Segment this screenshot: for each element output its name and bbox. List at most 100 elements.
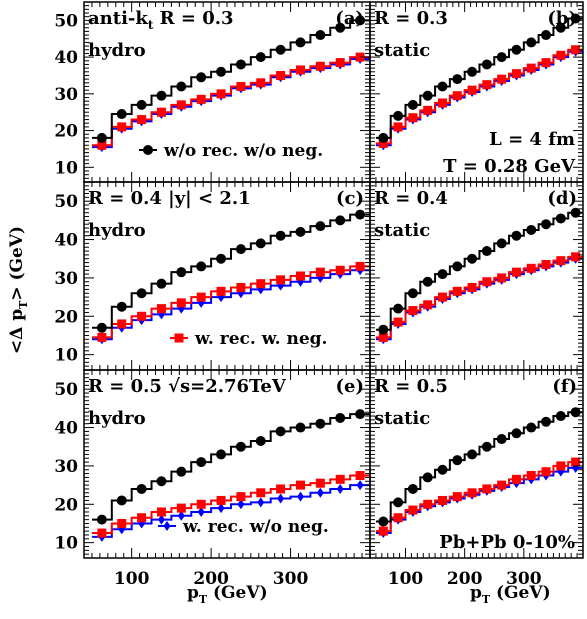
plot-area xyxy=(375,207,583,345)
y-tick-label: 50 xyxy=(54,11,78,31)
panel-condition: hydro xyxy=(88,408,146,429)
panel-condition: static xyxy=(374,408,430,429)
data-point-circle xyxy=(196,457,207,468)
data-point-square xyxy=(276,275,286,285)
data-point-circle xyxy=(378,516,389,527)
panel-label-main: anti-k xyxy=(88,8,148,29)
data-point-circle xyxy=(496,238,507,249)
annotation: L = 4 fm xyxy=(489,129,575,150)
data-point-square xyxy=(556,50,566,60)
panel-letter: (a) xyxy=(335,8,364,29)
data-point-square xyxy=(196,94,206,104)
data-point-square xyxy=(556,256,566,266)
data-point-diamond xyxy=(197,506,205,517)
data-point-square xyxy=(526,471,536,481)
data-point-circle xyxy=(315,221,326,232)
data-point-circle xyxy=(393,303,404,314)
data-point-square xyxy=(437,98,447,108)
data-point-square xyxy=(276,70,286,80)
plot-frame xyxy=(369,181,584,371)
data-point-circle xyxy=(136,483,147,494)
panel-label: R = 0.4 |y| < 2.1 xyxy=(88,188,251,209)
data-point-circle xyxy=(467,253,478,264)
data-point-circle xyxy=(315,30,326,41)
panels: 10 20 30 40 50 (a) anti-kt R = 0.3 hydro w/o rec… xyxy=(54,1,584,589)
data-point-square xyxy=(571,45,581,55)
data-point-circle xyxy=(315,418,326,429)
y-tick-label: 10 xyxy=(54,534,78,554)
data-point-square xyxy=(511,474,521,484)
panel-c: 10 20 30 40 50 (c) R = 0.4 |y| < 2.1 hydro w. re… xyxy=(54,181,371,371)
data-point-square xyxy=(497,273,507,283)
y-tick-label: 40 xyxy=(54,419,78,439)
data-point-square xyxy=(256,488,266,498)
data-point-square xyxy=(467,283,477,293)
data-point-circle xyxy=(378,132,389,143)
data-point-circle xyxy=(295,226,306,237)
data-point-circle xyxy=(541,416,552,427)
data-point-square xyxy=(541,58,551,68)
y-tick-label: 30 xyxy=(54,269,78,289)
panel-a: 10 20 30 40 50 (a) anti-kt R = 0.3 hydro w/o rec… xyxy=(54,1,371,183)
data-point-square xyxy=(408,505,418,515)
panel-condition: hydro xyxy=(88,220,146,241)
data-point-square xyxy=(378,526,388,536)
panel-label-main: R = 0.4 |y| < 2.1 xyxy=(88,188,251,209)
data-point-square xyxy=(216,495,226,505)
data-point-square xyxy=(355,471,365,481)
data-point-circle xyxy=(156,476,167,487)
data-point-circle xyxy=(541,30,552,41)
data-point-square xyxy=(482,277,492,287)
data-point-square xyxy=(511,267,521,277)
panel-letter: (c) xyxy=(336,188,364,209)
data-point-circle xyxy=(467,449,478,460)
data-point-square xyxy=(452,91,462,101)
data-point-circle xyxy=(255,435,266,446)
data-point-circle xyxy=(541,219,552,230)
y-tick-label: 10 xyxy=(54,158,78,178)
x-axis-title-left: pT (GeV) xyxy=(187,583,268,606)
data-point-diamond xyxy=(237,499,245,510)
data-point-square xyxy=(137,513,147,523)
x-tick-label: 300 xyxy=(273,569,309,589)
data-point-circle xyxy=(496,52,507,63)
data-point-square xyxy=(315,267,325,277)
data-point-circle xyxy=(555,22,566,33)
data-point-circle xyxy=(526,37,537,48)
data-point-circle xyxy=(378,324,389,335)
data-point-circle xyxy=(216,66,227,77)
x-tick-label: 100 xyxy=(114,569,150,589)
data-point-circle xyxy=(570,13,581,24)
data-point-square xyxy=(467,488,477,498)
data-point-square xyxy=(452,492,462,502)
data-point-square xyxy=(156,304,166,314)
data-point-diamond xyxy=(257,497,265,508)
data-point-circle xyxy=(275,44,286,55)
data-point-square xyxy=(335,58,345,68)
data-point-square xyxy=(156,107,166,117)
data-point-square xyxy=(541,259,551,269)
data-point-square xyxy=(97,140,107,150)
data-point-circle xyxy=(452,261,463,272)
data-point-square xyxy=(355,261,365,271)
y-tick-label: 40 xyxy=(54,48,78,68)
annotation: Pb+Pb 0-10% xyxy=(439,532,575,553)
data-point-square xyxy=(452,286,462,296)
data-point-circle xyxy=(335,22,346,33)
legend-label: w. rec. w. neg. xyxy=(194,329,327,349)
data-point-diamond xyxy=(277,493,285,504)
data-point-circle xyxy=(176,466,187,477)
panel-f: 100 200 300 (f) R = 0.5 static Pb+Pb 0-10% xyxy=(369,369,584,589)
data-point-circle xyxy=(570,207,581,218)
data-point-circle xyxy=(335,215,346,226)
data-point-circle xyxy=(481,441,492,452)
panel-condition: hydro xyxy=(88,40,146,61)
data-point-circle xyxy=(511,428,522,439)
panel-letter: (f) xyxy=(552,376,577,397)
data-point-square xyxy=(526,63,536,73)
data-point-circle xyxy=(422,90,433,101)
data-point-circle xyxy=(407,483,418,494)
data-point-square xyxy=(571,457,581,467)
data-point-square xyxy=(196,292,206,302)
data-point-square xyxy=(408,306,418,316)
